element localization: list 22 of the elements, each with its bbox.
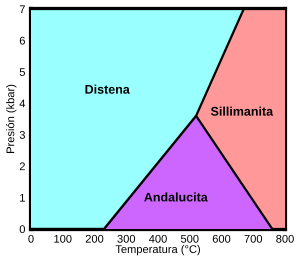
- x-tick-label: 0: [28, 234, 34, 243]
- x-tick-label: 500: [180, 234, 199, 243]
- y-tick-label: 3: [20, 130, 25, 139]
- annotation: Sillimanita: [210, 106, 274, 116]
- x-tick-label: 800: [276, 234, 294, 243]
- annotation: Andalucita: [144, 192, 208, 202]
- x-tick-label: 200: [86, 234, 104, 243]
- x-tick-label: 600: [212, 234, 230, 243]
- y-tick-label: 5: [20, 68, 25, 76]
- x-tick-label: 400: [148, 234, 167, 243]
- y-tick-label: 4: [20, 100, 26, 108]
- y-axis-title: Presión (kbar): [6, 84, 16, 153]
- annotation: Distena: [85, 84, 130, 94]
- y-tick-label: 6: [20, 36, 25, 45]
- x-tick-label: 700: [244, 234, 262, 243]
- y-tick-label: 7: [20, 5, 25, 14]
- x-axis-title: Temperatura (°C): [116, 244, 200, 256]
- y-tick-label: 0: [20, 225, 26, 234]
- y-tick-label: 2: [20, 162, 25, 170]
- x-tick-label: 100: [54, 234, 72, 243]
- x-tick-label: 300: [117, 234, 136, 243]
- y-tick-label: 1: [20, 194, 25, 202]
